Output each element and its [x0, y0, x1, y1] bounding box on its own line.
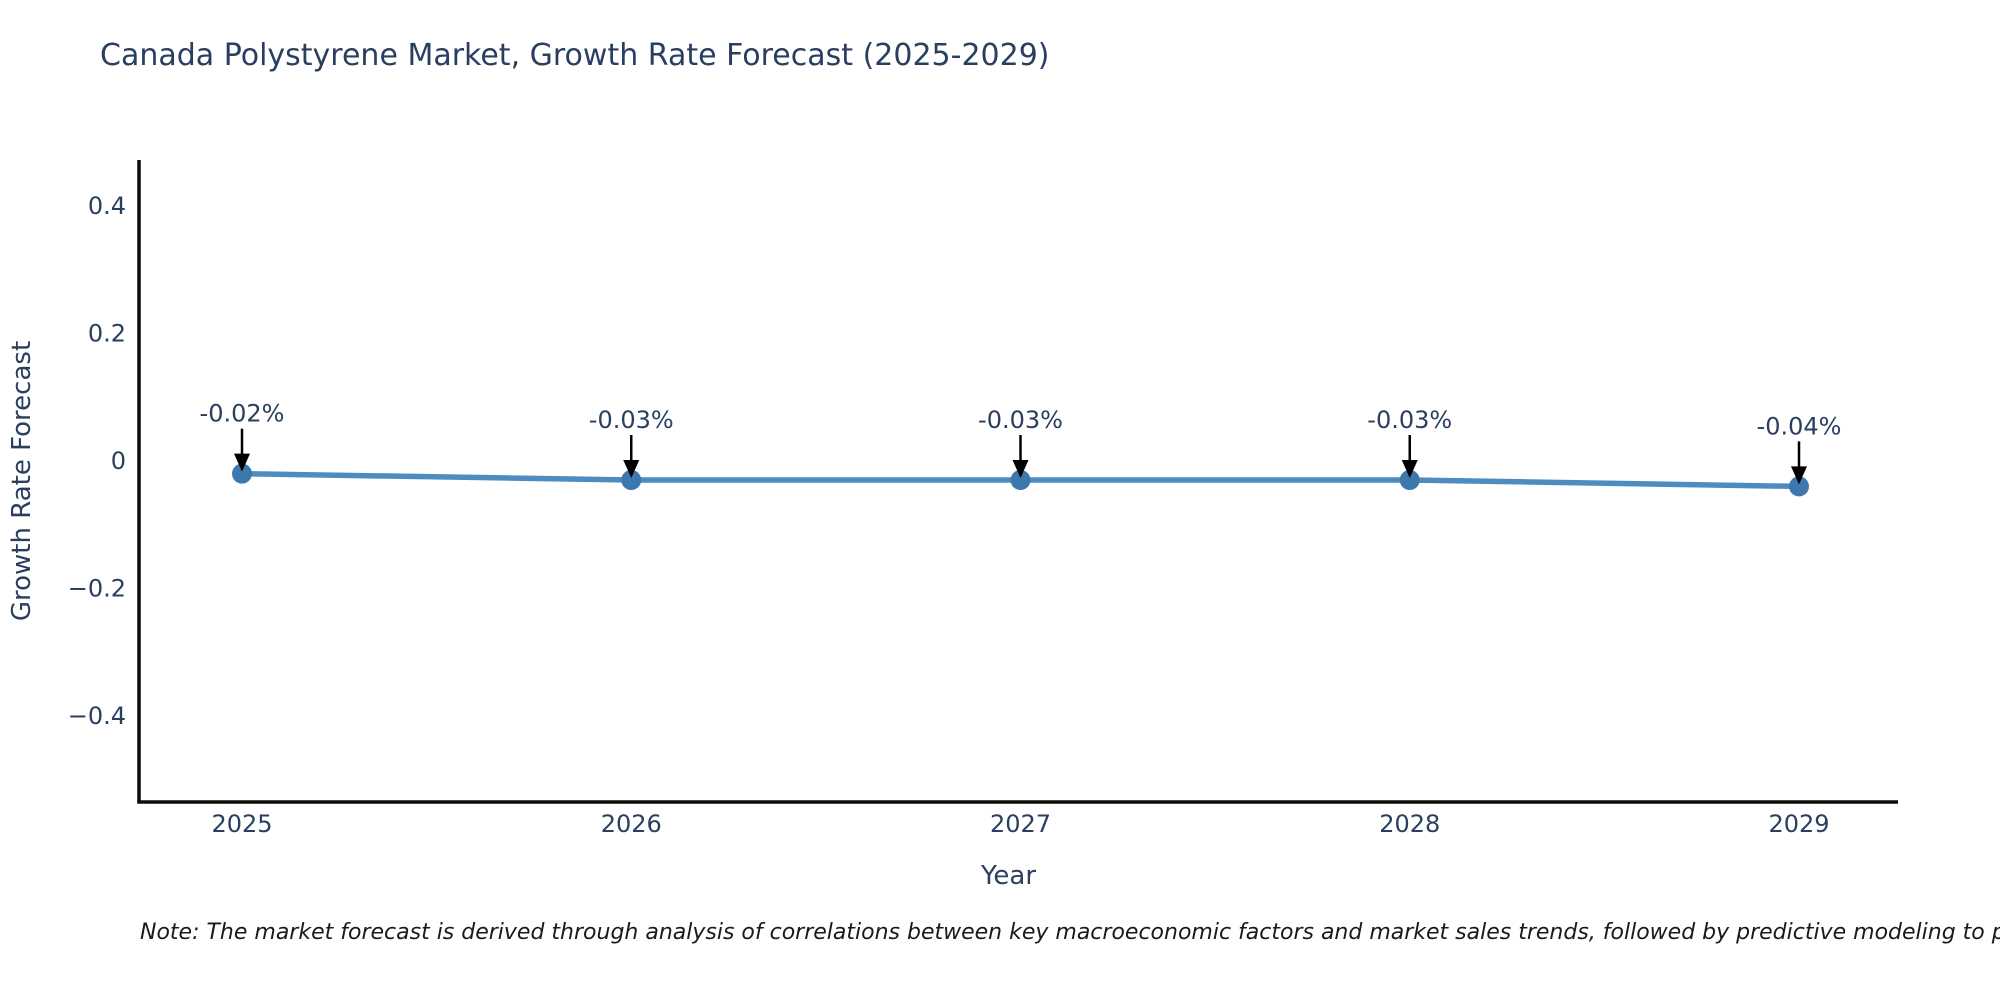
x-tick-label: 2025 [211, 810, 272, 838]
annotation-arrowhead-icon [1012, 460, 1029, 479]
data-point-marker[interactable] [232, 463, 252, 484]
annotation-arrowhead-icon [234, 453, 250, 472]
annotation-arrowhead-icon [623, 460, 640, 479]
x-tick-label: 2029 [1768, 810, 1829, 838]
point-value-label: -0.04% [1757, 412, 1842, 440]
y-tick-label: 0.2 [88, 319, 126, 347]
x-tick-label: 2026 [601, 810, 662, 838]
data-point-marker[interactable] [621, 470, 642, 491]
x-tick-label: 2027 [990, 810, 1051, 838]
annotation-arrowhead-icon [1791, 466, 1807, 485]
y-axis-title: Growth Rate Forecast [7, 341, 37, 621]
data-point-marker[interactable] [1789, 476, 1809, 497]
data-point-marker[interactable] [1399, 470, 1420, 491]
point-value-label: -0.03% [978, 406, 1063, 434]
y-tick-label: −0.4 [68, 702, 126, 730]
data-point-marker[interactable] [1010, 470, 1031, 491]
x-axis-title: Year [980, 861, 1036, 891]
y-tick-label: 0.4 [88, 192, 126, 220]
y-tick-label: 0 [111, 447, 126, 475]
point-value-label: -0.03% [1367, 406, 1452, 434]
y-tick-label: −0.2 [68, 574, 126, 602]
annotation-arrowhead-icon [1401, 460, 1418, 479]
chart-title: Canada Polystyrene Market, Growth Rate F… [100, 38, 1050, 73]
point-value-label: -0.02% [200, 400, 285, 428]
point-value-label: -0.03% [589, 406, 674, 434]
x-tick-label: 2028 [1379, 810, 1440, 838]
methodology-note: Note: The market forecast is derived thr… [140, 920, 2000, 945]
